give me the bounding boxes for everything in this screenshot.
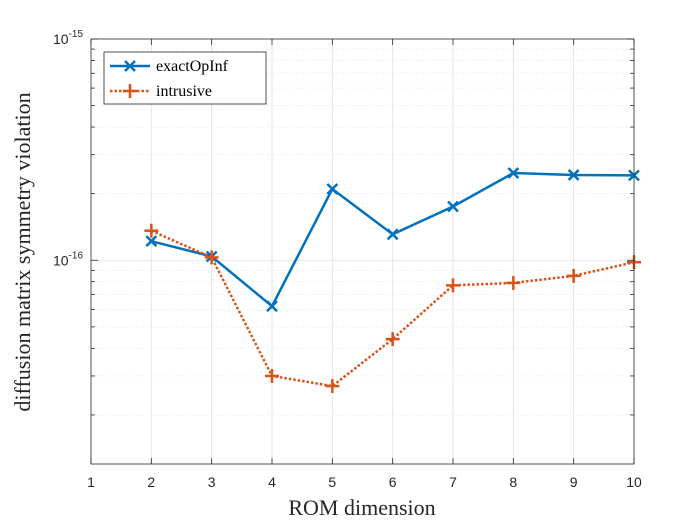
marker-stroke xyxy=(326,183,339,195)
legend-marker-intrusive xyxy=(123,84,137,98)
data-point-exactOpInf xyxy=(145,235,158,248)
x-tick-label: 6 xyxy=(389,474,397,490)
data-point-intrusive xyxy=(385,332,400,347)
data-point-exactOpInf xyxy=(266,300,278,313)
y-tick-exponent: -16 xyxy=(69,250,84,261)
x-tick-label: 10 xyxy=(626,474,642,490)
data-point-intrusive xyxy=(265,368,279,383)
x-tick-label: 4 xyxy=(268,474,276,490)
x-tick-label: 2 xyxy=(147,474,155,490)
data-point-intrusive xyxy=(506,275,521,290)
data-point-intrusive xyxy=(566,268,581,283)
y-tick-label: 10-16 xyxy=(53,250,83,268)
ticks-layer xyxy=(90,38,635,464)
data-point-exactOpInf xyxy=(447,200,459,213)
legend: exactOpInf intrusive xyxy=(103,51,267,105)
marker-stroke xyxy=(447,200,459,213)
data-point-exactOpInf xyxy=(386,228,399,241)
legend-label-exactOpInf: exactOpInf xyxy=(156,58,229,75)
grid-minor xyxy=(91,48,634,416)
plot-frame xyxy=(90,38,635,465)
legend-label-intrusive: intrusive xyxy=(156,83,212,100)
legend-marker-exactOpInf xyxy=(124,60,136,72)
data-point-exactOpInf xyxy=(326,183,339,195)
x-tick-label: 7 xyxy=(449,474,457,490)
data-point-intrusive xyxy=(325,379,340,394)
marker-stroke xyxy=(507,167,520,179)
marker-stroke xyxy=(386,228,399,241)
data-point-exactOpInf xyxy=(567,169,580,181)
grid-major xyxy=(91,39,634,464)
data-point-intrusive xyxy=(446,278,460,293)
marker-stroke xyxy=(266,300,278,313)
x-tick-labels: 1 2 3 4 5 6 7 8 9 10 xyxy=(87,474,642,490)
data-point-exactOpInf xyxy=(507,167,520,179)
y-tick-label: 10-15 xyxy=(53,29,83,47)
data-point-intrusive xyxy=(204,250,219,265)
data-point-intrusive xyxy=(144,223,159,238)
x-tick-label: 3 xyxy=(208,474,216,490)
x-tick-label: 8 xyxy=(509,474,517,490)
x-tick-label: 5 xyxy=(328,474,336,490)
marker-stroke xyxy=(145,235,158,248)
plot-background xyxy=(91,39,634,464)
marker-stroke xyxy=(567,169,580,181)
series-layer xyxy=(144,167,641,394)
x-tick-label: 9 xyxy=(570,474,578,490)
x-tick-label: 1 xyxy=(87,474,95,490)
y-tick-exponent: -15 xyxy=(69,29,84,40)
y-tick-base: 10 xyxy=(53,252,69,268)
y-axis-label: diffusion matrix symmetry violation xyxy=(10,92,35,411)
x-axis-label: ROM dimension xyxy=(288,495,435,520)
y-tick-base: 10 xyxy=(53,31,69,47)
series-line-intrusive xyxy=(150,229,635,388)
